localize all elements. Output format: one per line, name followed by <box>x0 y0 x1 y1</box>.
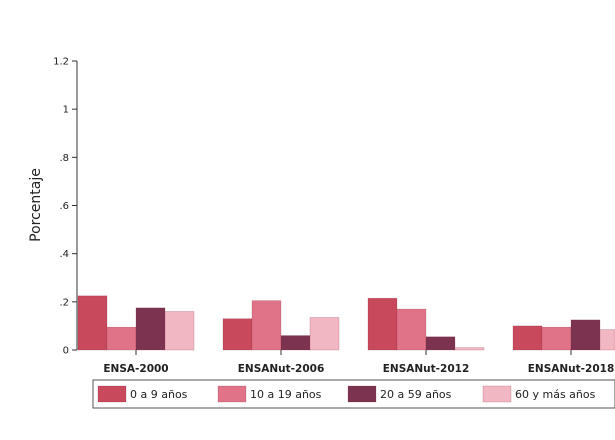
bar-ensanut-2018-series-4 <box>599 329 615 351</box>
y-tick-label: .4 <box>59 249 69 260</box>
y-tick-label: 1.2 <box>53 57 69 68</box>
plot-background <box>10 10 615 436</box>
bar-ensanut-2006-series-3 <box>280 335 311 351</box>
labels-layer: ENSA-2000 ENSANut-2006 ENSANut-2012 ENSANut… <box>53 57 614 376</box>
bar-ensanut-2018-series-1 <box>512 325 543 351</box>
x-tick-label: ENSANut-2018 <box>528 363 615 375</box>
bar-ensanut-2006-series-1 <box>222 318 253 351</box>
x-tick-label: ENSANut-2012 <box>383 363 470 375</box>
legend-label-1: 0 a 9 años <box>130 388 188 401</box>
bar-ensanut-2012-series-1 <box>367 297 398 351</box>
bar-ensanut-2012-series-3 <box>425 336 456 351</box>
legend-swatch-4 <box>482 385 512 403</box>
y-tick-label: .8 <box>59 153 69 164</box>
axis-layer <box>72 60 572 355</box>
bars-layer <box>77 295 615 351</box>
bar-ensanut-2012-series-4 <box>454 347 485 351</box>
bar-ensa-2000-series-3 <box>135 307 166 351</box>
bar-ensa-2000-series-4 <box>164 311 195 351</box>
bar-ensanut-2012-series-2 <box>396 308 427 351</box>
bar-ensanut-2006-series-2 <box>251 300 282 351</box>
y-tick-label: .6 <box>59 201 69 212</box>
legend-label-2: 10 a 19 años <box>250 388 322 401</box>
y-axis-title: Porcentaje <box>28 168 44 242</box>
legend-swatch-3 <box>347 385 377 403</box>
bar-ensanut-2006-series-4 <box>309 317 340 351</box>
legend-label-3: 20 a 59 años <box>380 388 452 401</box>
bar-ensanut-2018-series-3 <box>570 319 601 351</box>
x-tick-label: ENSANut-2006 <box>238 363 325 375</box>
legend-swatch-1 <box>97 385 127 403</box>
legend-swatch-2 <box>217 385 247 403</box>
y-tick-label: .2 <box>59 297 69 308</box>
y-tick-label: 0 <box>63 346 69 357</box>
x-tick-label: ENSA-2000 <box>103 363 168 375</box>
y-tick-label: 1 <box>63 105 69 116</box>
bar-ensanut-2018-series-2 <box>541 326 572 351</box>
bar-ensa-2000-series-2 <box>106 326 137 351</box>
legend-label-4: 60 y más años <box>515 388 596 401</box>
legend: 0 a 9 años 10 a 19 años 20 a 59 años 60 y m… <box>92 379 615 409</box>
bar-ensa-2000-series-1 <box>77 295 108 351</box>
